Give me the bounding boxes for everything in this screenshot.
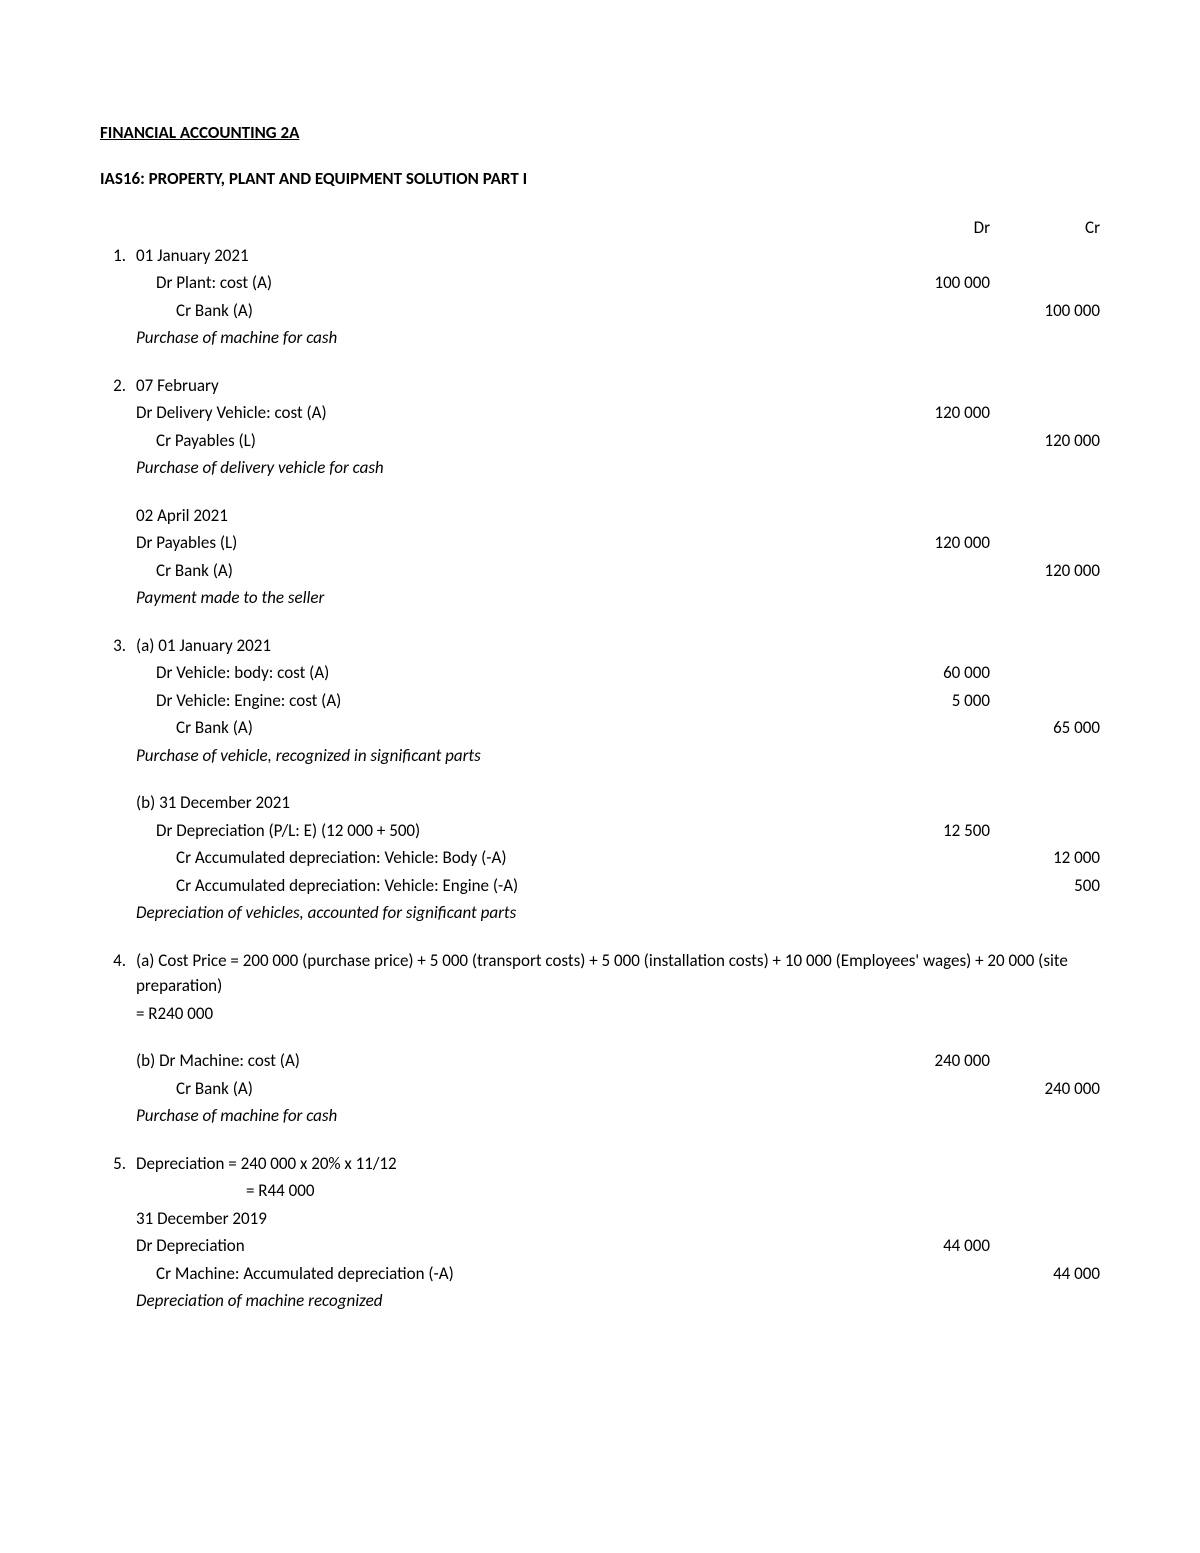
entry-date: 01 January 2021 — [136, 243, 880, 269]
journal-narration: Depreciation of machine recognized — [136, 1288, 880, 1314]
journal-row: Dr Plant: cost (A) 100 000 — [100, 270, 1100, 296]
journal-row: (b) 31 December 2021 — [100, 790, 1100, 816]
journal-line: Dr Plant: cost (A) — [136, 270, 880, 296]
journal-line: Cr Bank (A) — [136, 298, 880, 324]
entry-date: 31 December 2019 — [136, 1206, 880, 1232]
journal-row: Cr Accumulated depreciation: Vehicle: Bo… — [100, 845, 1100, 871]
journal-row: Dr Depreciation 44 000 — [100, 1233, 1100, 1259]
journal-row: Purchase of vehicle, recognized in signi… — [100, 743, 1100, 769]
calc-result: = R240 000 — [136, 1001, 1100, 1027]
entry-date: 07 February — [136, 373, 880, 399]
cr-amount: 240 000 — [990, 1076, 1100, 1102]
dr-amount: 240 000 — [880, 1048, 990, 1074]
journal-line: Dr Depreciation (P/L: E) (12 000 + 500) — [136, 818, 880, 844]
journal-line: Cr Payables (L) — [136, 428, 880, 454]
dr-header: Dr — [880, 215, 990, 241]
journal-row: 2. 07 February — [100, 373, 1100, 399]
calc-text: Depreciation = 240 000 x 20% x 11/12 — [136, 1151, 880, 1177]
journal-row: 31 December 2019 — [100, 1206, 1100, 1232]
journal-narration: Depreciation of vehicles, accounted for … — [136, 900, 880, 926]
journal-row: 5. Depreciation = 240 000 x 20% x 11/12 — [100, 1151, 1100, 1177]
text-row: 4. (a) Cost Price = 200 000 (purchase pr… — [100, 948, 1100, 999]
journal-line: Cr Bank (A) — [136, 1076, 880, 1102]
entry-number: 5. — [100, 1151, 136, 1177]
page-title: FINANCIAL ACCOUNTING 2A — [100, 120, 1100, 146]
journal-row: Dr Vehicle: Engine: cost (A) 5 000 — [100, 688, 1100, 714]
journal-row: Cr Bank (A) 100 000 — [100, 298, 1100, 324]
journal-row: Cr Bank (A) 65 000 — [100, 715, 1100, 741]
journal-row: (b) Dr Machine: cost (A) 240 000 — [100, 1048, 1100, 1074]
column-header-row: Dr Cr — [100, 215, 1100, 241]
entry-date: 02 April 2021 — [136, 503, 880, 529]
calc-text: (a) Cost Price = 200 000 (purchase price… — [136, 948, 1100, 999]
entry-number: 2. — [100, 373, 136, 399]
calc-result: = R44 000 — [136, 1178, 880, 1204]
dr-amount: 44 000 — [880, 1233, 990, 1259]
dr-amount: 120 000 — [880, 400, 990, 426]
journal-narration: Purchase of machine for cash — [136, 1103, 880, 1129]
text-row: = R240 000 — [100, 1001, 1100, 1027]
journal-line: Dr Vehicle: Engine: cost (A) — [136, 688, 880, 714]
journal-narration: Purchase of vehicle, recognized in signi… — [136, 743, 880, 769]
journal-row: Depreciation of vehicles, accounted for … — [100, 900, 1100, 926]
journal-line: Dr Depreciation — [136, 1233, 880, 1259]
journal-row: Cr Bank (A) 120 000 — [100, 558, 1100, 584]
journal-line: Cr Accumulated depreciation: Vehicle: En… — [136, 873, 880, 899]
journal-row: Purchase of machine for cash — [100, 325, 1100, 351]
journal-line: Dr Payables (L) — [136, 530, 880, 556]
journal-row: 1. 01 January 2021 — [100, 243, 1100, 269]
journal-line: Dr Vehicle: body: cost (A) — [136, 660, 880, 686]
journal-line: Dr Delivery Vehicle: cost (A) — [136, 400, 880, 426]
journal-narration: Payment made to the seller — [136, 585, 880, 611]
journal-line: Cr Machine: Accumulated depreciation (-A… — [136, 1261, 880, 1287]
cr-amount: 120 000 — [990, 428, 1100, 454]
journal-row: 3. (a) 01 January 2021 — [100, 633, 1100, 659]
journal-row: Dr Payables (L) 120 000 — [100, 530, 1100, 556]
entry-number: 4. — [100, 948, 136, 999]
dr-amount: 12 500 — [880, 818, 990, 844]
journal-line: Cr Bank (A) — [136, 715, 880, 741]
entry-date: (b) 31 December 2021 — [136, 790, 880, 816]
journal-narration: Purchase of machine for cash — [136, 325, 880, 351]
cr-amount: 12 000 — [990, 845, 1100, 871]
journal-row: 02 April 2021 — [100, 503, 1100, 529]
cr-amount: 44 000 — [990, 1261, 1100, 1287]
page-subtitle: IAS16: PROPERTY, PLANT AND EQUIPMENT SOL… — [100, 166, 1100, 192]
journal-row: Cr Payables (L) 120 000 — [100, 428, 1100, 454]
journal-row: Purchase of machine for cash — [100, 1103, 1100, 1129]
entry-number: 3. — [100, 633, 136, 659]
journal-row: Dr Delivery Vehicle: cost (A) 120 000 — [100, 400, 1100, 426]
cr-amount: 100 000 — [990, 298, 1100, 324]
cr-amount: 65 000 — [990, 715, 1100, 741]
cr-amount: 120 000 — [990, 558, 1100, 584]
dr-amount: 100 000 — [880, 270, 990, 296]
journal-row: = R44 000 — [100, 1178, 1100, 1204]
entry-date: (a) 01 January 2021 — [136, 633, 880, 659]
cr-header: Cr — [990, 215, 1100, 241]
dr-amount: 60 000 — [880, 660, 990, 686]
journal-row: Cr Accumulated depreciation: Vehicle: En… — [100, 873, 1100, 899]
cr-amount: 500 — [990, 873, 1100, 899]
journal-row: Payment made to the seller — [100, 585, 1100, 611]
journal-narration: Purchase of delivery vehicle for cash — [136, 455, 880, 481]
journal-line: Cr Bank (A) — [136, 558, 880, 584]
dr-amount: 5 000 — [880, 688, 990, 714]
journal-row: Depreciation of machine recognized — [100, 1288, 1100, 1314]
journal-line: (b) Dr Machine: cost (A) — [136, 1048, 880, 1074]
journal-row: Cr Machine: Accumulated depreciation (-A… — [100, 1261, 1100, 1287]
journal-row: Dr Vehicle: body: cost (A) 60 000 — [100, 660, 1100, 686]
journal-row: Dr Depreciation (P/L: E) (12 000 + 500) … — [100, 818, 1100, 844]
entry-number: 1. — [100, 243, 136, 269]
journal-row: Purchase of delivery vehicle for cash — [100, 455, 1100, 481]
journal-row: Cr Bank (A) 240 000 — [100, 1076, 1100, 1102]
journal-line: Cr Accumulated depreciation: Vehicle: Bo… — [136, 845, 880, 871]
dr-amount: 120 000 — [880, 530, 990, 556]
